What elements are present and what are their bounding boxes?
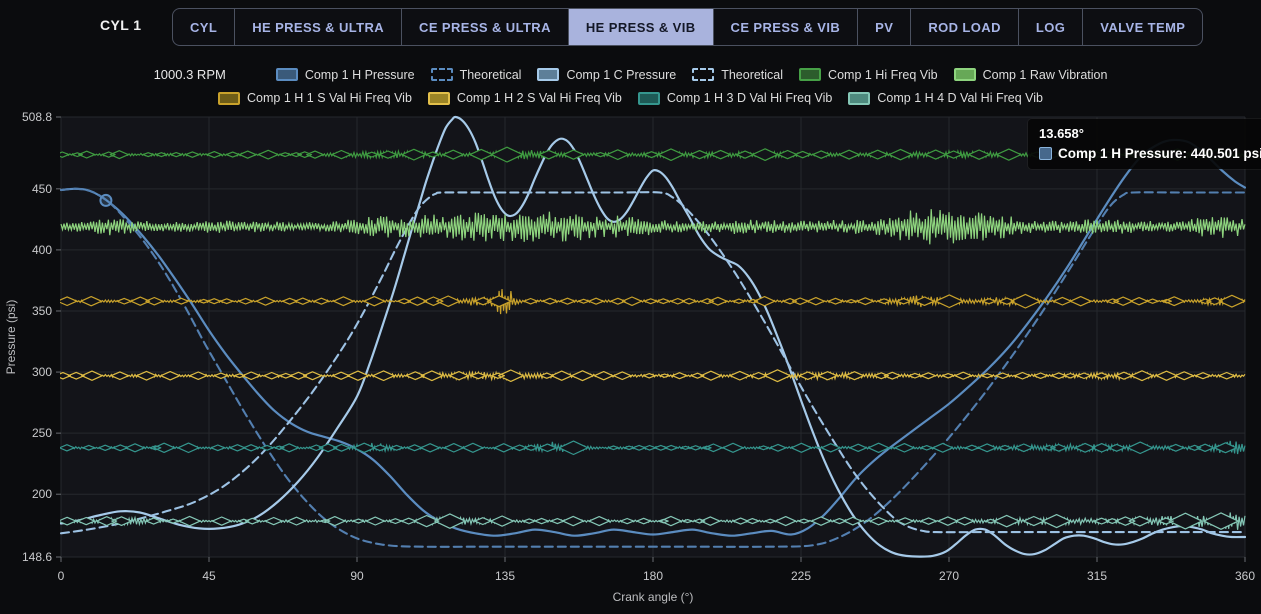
x-tick-label: 315	[1087, 569, 1107, 583]
chart-tooltip: 13.658° Comp 1 H Pressure: 440.501 psi	[1028, 119, 1261, 169]
app-window: CYL 1 CYLHE PRESS & ULTRACE PRESS & ULTR…	[0, 0, 1261, 614]
chart-canvas[interactable]: 0 45 90 135 180 225 270 315 360 508.8 450 400 350 300…	[0, 0, 1261, 614]
x-tick-label: 225	[791, 569, 811, 583]
y-tick-label: 200	[32, 487, 52, 501]
x-tick-label: 0	[58, 569, 65, 583]
y-tick-label: 300	[32, 365, 52, 379]
x-tick-label: 135	[495, 569, 515, 583]
y-tick-label: 450	[32, 182, 52, 196]
y-tick-label: 508.8	[22, 110, 52, 124]
y-tick-label: 400	[32, 243, 52, 257]
x-tick-label: 45	[202, 569, 216, 583]
x-axis-title: Crank angle (°)	[613, 590, 694, 604]
y-tick-label: 350	[32, 304, 52, 318]
hover-point-marker	[100, 195, 111, 206]
x-tick-label: 180	[643, 569, 663, 583]
tooltip-crank-angle: 13.658°	[1039, 126, 1261, 141]
tooltip-series-line: Comp 1 H Pressure: 440.501 psi	[1039, 146, 1261, 161]
y-axis-title: Pressure (psi)	[4, 300, 18, 375]
tooltip-series-swatch	[1039, 147, 1052, 160]
x-tick-label: 90	[350, 569, 364, 583]
y-tick-label: 148.6	[22, 550, 52, 564]
x-tick-label: 270	[939, 569, 959, 583]
tooltip-series-value: Comp 1 H Pressure: 440.501 psi	[1058, 146, 1261, 161]
x-tick-label: 360	[1235, 569, 1255, 583]
y-tick-label: 250	[32, 426, 52, 440]
